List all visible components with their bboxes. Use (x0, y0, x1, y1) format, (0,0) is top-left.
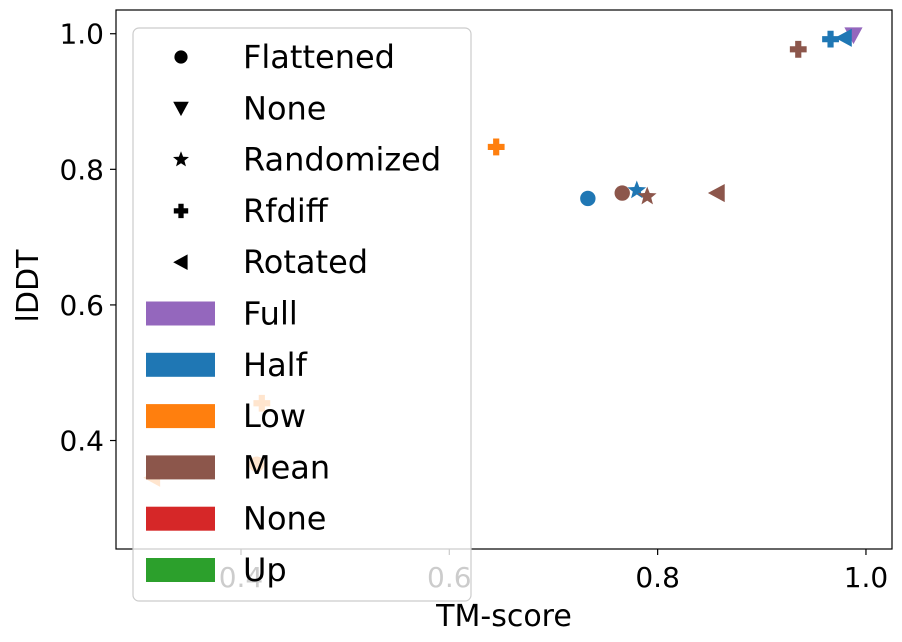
data-point-plus (822, 30, 839, 48)
legend-marker-triangle-left (173, 254, 188, 270)
legend-label: None (243, 500, 326, 538)
plot-area-frame (115, 9, 893, 550)
y-tick-label: 1.0 (59, 18, 104, 51)
legend-label: Randomized (243, 141, 441, 179)
data-point-plus (789, 40, 807, 58)
legend-label: Half (243, 346, 308, 384)
y-tick-label: 0.8 (59, 153, 104, 186)
data-point-triangle-left (834, 28, 852, 47)
legend-label: Up (243, 551, 287, 589)
x-axis-label: TM-score (435, 599, 572, 634)
data-point-circle (614, 185, 630, 201)
x-tick-label: 0.8 (635, 561, 680, 594)
data-point-triangle-left (707, 183, 725, 203)
y-tick-label: 0.6 (59, 289, 104, 322)
data-point-star (637, 186, 657, 205)
legend-label: Mean (243, 448, 330, 486)
data-point-circle (580, 190, 596, 207)
legend-box (132, 27, 472, 602)
legend-marker-star (173, 151, 189, 167)
legend: Flattened None Randomized Rfdiff Rotated Full… (132, 27, 472, 602)
legend-label: Rotated (243, 243, 368, 281)
data-point-plus (487, 138, 505, 156)
y-tick-label: 0.4 (59, 425, 104, 458)
legend-color-swatch (146, 558, 215, 582)
legend-color-swatch (146, 352, 215, 377)
legend-color-swatch (146, 404, 215, 429)
legend-marker-plus (173, 203, 189, 219)
y-axis-label: lDDT (11, 249, 46, 323)
legend-label: Full (243, 295, 298, 333)
legend-color-swatch (146, 455, 215, 480)
legend-marker-triangle-down (173, 101, 189, 117)
x-tick-label: 1.0 (844, 561, 889, 594)
legend-marker-circle (174, 50, 188, 64)
data-point-star (627, 180, 647, 199)
legend-color-swatch (146, 301, 215, 326)
legend-label: Flattened (243, 38, 395, 76)
legend-label: Rfdiff (243, 192, 329, 230)
legend-label: None (243, 89, 326, 127)
legend-label: Low (243, 397, 306, 435)
legend-color-swatch (146, 506, 215, 531)
